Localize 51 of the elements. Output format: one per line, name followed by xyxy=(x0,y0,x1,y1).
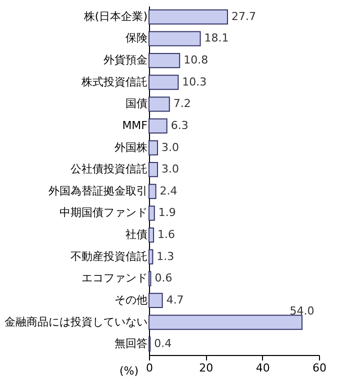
y-tick-label: 中期国債ファンド xyxy=(60,206,148,220)
bar xyxy=(148,74,179,90)
y-tick-label: 外国為替証拠金取引 xyxy=(48,184,148,198)
x-tick-label: 20 xyxy=(199,362,214,374)
bar xyxy=(148,140,158,156)
bar xyxy=(148,314,302,330)
y-tick-label: 無回答 xyxy=(114,337,148,350)
bar xyxy=(148,249,154,264)
y-tick-label: MMF xyxy=(122,118,148,132)
bar xyxy=(148,184,156,199)
y-tick-label: その他 xyxy=(114,293,148,306)
y-tick-label: エコファンド xyxy=(82,272,148,285)
bar xyxy=(148,52,180,68)
bar xyxy=(148,206,155,221)
y-tick-label: 外国株 xyxy=(114,140,148,154)
bar xyxy=(148,162,158,178)
x-tick-label: 60 xyxy=(312,362,326,374)
x-tick-label: 40 xyxy=(256,362,270,374)
y-tick-label: 保険 xyxy=(126,32,148,45)
bar xyxy=(148,118,168,134)
data-label: 6.3 xyxy=(170,118,188,132)
data-label: 27.7 xyxy=(231,10,256,23)
data-label: 10.3 xyxy=(182,75,207,88)
data-label: 1.3 xyxy=(156,250,174,263)
data-label: 4.7 xyxy=(166,293,184,306)
y-tick-label: 不動産投資信託 xyxy=(70,250,148,263)
data-label: 54.0 xyxy=(290,304,314,318)
bar xyxy=(148,227,154,243)
y-tick-label: 社債 xyxy=(126,228,148,242)
bar xyxy=(148,31,201,46)
x-tick-label: 0 xyxy=(146,362,153,374)
y-tick-label: 金融商品には投資していない xyxy=(4,315,148,328)
data-label: 3.0 xyxy=(162,140,179,154)
data-label: 1.9 xyxy=(158,206,176,220)
data-label: 1.6 xyxy=(158,228,176,242)
x-axis-title: (%) xyxy=(120,364,139,378)
data-label: 3.0 xyxy=(162,162,179,176)
data-label: 18.1 xyxy=(204,32,229,45)
bar xyxy=(148,96,170,112)
bar xyxy=(148,292,163,308)
data-label: 7.2 xyxy=(173,97,191,110)
data-label: 0.4 xyxy=(154,337,172,350)
data-label: 0.6 xyxy=(154,272,172,285)
y-tick-label: 株(日本企業) xyxy=(82,10,148,23)
data-label: 10.8 xyxy=(184,54,208,67)
y-tick-label: 国債 xyxy=(126,97,148,110)
y-tick-label: 公社債投資信託 xyxy=(70,162,148,176)
y-tick-label: 株式投資信託 xyxy=(80,75,148,88)
bar xyxy=(148,9,228,24)
data-label: 2.4 xyxy=(160,184,178,198)
y-tick-label: 外貨預金 xyxy=(104,54,148,67)
